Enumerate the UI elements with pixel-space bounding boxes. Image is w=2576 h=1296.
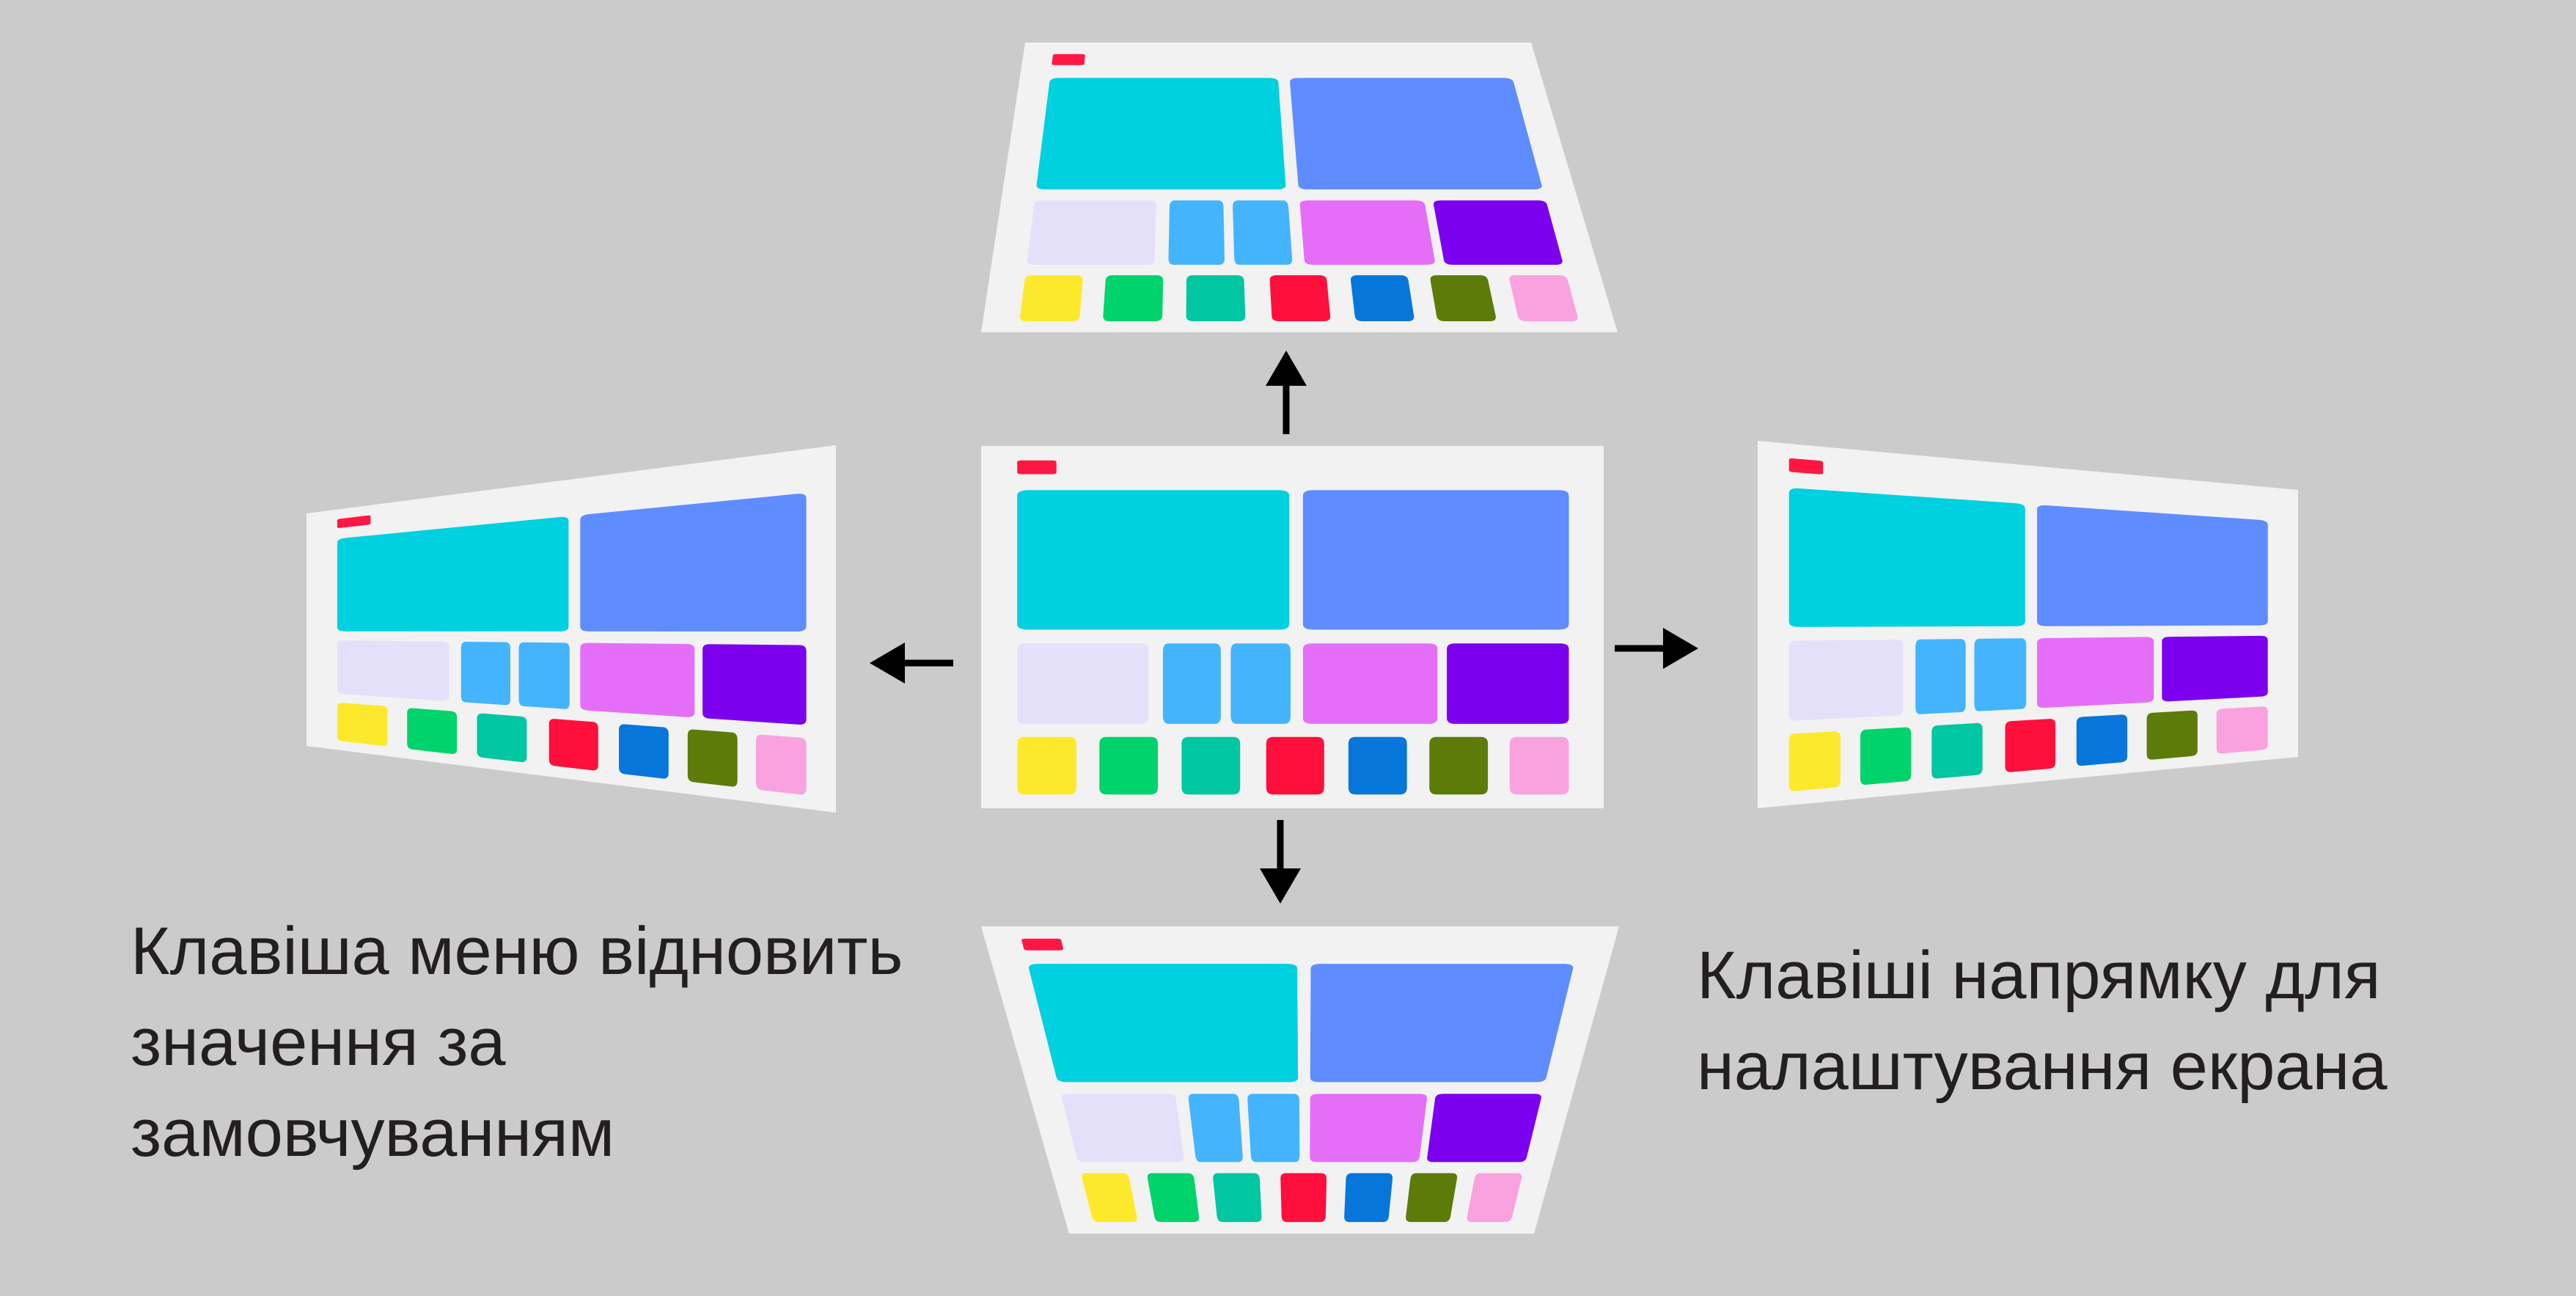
- screen-left-panel-cyan: [337, 516, 569, 631]
- screen-center: [981, 446, 1604, 808]
- screen-right-tile-sky-1: [1915, 639, 1966, 714]
- caption-right-line-2: налаштування екрана: [1697, 1029, 2388, 1104]
- screen-bottom-panel-periwinkle: [1310, 964, 1574, 1083]
- screen-bottom-tile-blue: [1344, 1173, 1393, 1223]
- screen-bottom-indicator: [1021, 938, 1064, 951]
- screen-top-tile-pink: [1509, 275, 1578, 321]
- screen-right-tile-yellow: [1788, 731, 1841, 791]
- screen-right-tile-green: [1860, 727, 1912, 785]
- screen-right-tile-pink: [2216, 706, 2268, 754]
- screen-top-tile-violet: [1433, 200, 1563, 265]
- screen-left-tile-sky-2: [518, 642, 570, 709]
- screen-center-tile-lavender: [1017, 643, 1149, 724]
- screen-center-tile-olive: [1429, 736, 1489, 795]
- caption-direction-keys-adjust: Клавіші напрямку для налаштування екрана: [1697, 930, 2388, 1112]
- arrows-layer: [870, 351, 1698, 904]
- screen-top-tile-olive: [1430, 275, 1496, 321]
- screen-top-tile-teal: [1186, 275, 1246, 321]
- screen-top-panel-cyan: [1036, 78, 1286, 190]
- arrow-down-icon-head: [1260, 868, 1301, 904]
- screen-right-tile-red: [2005, 719, 2056, 772]
- screen-left-tile-olive: [687, 729, 738, 787]
- screen-top-tile-orchid: [1299, 200, 1435, 265]
- screen-right-tile-olive: [2146, 710, 2198, 760]
- caption-right-line-1: Клавіші напрямку для: [1697, 938, 2381, 1013]
- screen-left-tile-teal: [477, 713, 527, 763]
- screen-center-panel-periwinkle: [1302, 490, 1569, 630]
- screen-center-tile-violet: [1447, 643, 1569, 724]
- screen-bottom-panel-cyan: [1028, 964, 1299, 1083]
- screen-bottom-tile-violet: [1427, 1094, 1541, 1163]
- screen-top-indicator: [1052, 54, 1085, 65]
- screen-left-tile-violet: [702, 644, 807, 725]
- screen-bottom-tile-orchid: [1310, 1094, 1428, 1163]
- screen-top-tile-lavender: [1027, 200, 1156, 265]
- screen-right-panel-periwinkle: [2037, 505, 2268, 626]
- screen-bottom-tile-yellow: [1082, 1173, 1137, 1223]
- screens-layer: [307, 43, 2298, 1234]
- screen-bottom: [981, 926, 1619, 1234]
- screen-right-tile-lavender: [1788, 640, 1904, 721]
- screen-top-tile-sky-1: [1168, 200, 1225, 265]
- screen-top-tile-red: [1269, 275, 1331, 321]
- screen-right: [1758, 441, 2298, 808]
- screen-left: [307, 445, 836, 813]
- screen-left-indicator: [337, 515, 371, 528]
- screen-center-tile-orchid: [1302, 643, 1438, 724]
- screen-left-tile-orchid: [580, 642, 695, 717]
- caption-left-line-1: Клавіша меню відновить: [131, 914, 903, 989]
- arrow-left-icon-head: [870, 642, 905, 684]
- arrow-right-icon-head: [1663, 628, 1698, 669]
- arrow-down-icon: [1260, 820, 1301, 904]
- screen-bottom-tile-red: [1280, 1173, 1327, 1223]
- screen-center-tile-pink: [1509, 736, 1569, 795]
- screen-right-tile-teal: [1931, 722, 1983, 779]
- screen-bottom-tile-pink: [1467, 1173, 1522, 1223]
- screen-bottom-tile-sky-1: [1188, 1094, 1243, 1163]
- screen-center-tile-blue: [1348, 736, 1407, 795]
- screen-bottom-tile-lavender: [1061, 1094, 1184, 1163]
- screen-center-tile-sky-1: [1162, 643, 1221, 724]
- caption-menu-key-reset: Клавіша меню відновить значення за замов…: [131, 906, 903, 1179]
- screen-left-tile-lavender: [337, 640, 449, 701]
- screen-bottom-tile-green: [1147, 1173, 1200, 1223]
- screen-center-indicator: [1017, 460, 1057, 475]
- screen-center-tile-red: [1266, 736, 1324, 795]
- arrow-right-icon: [1615, 628, 1698, 669]
- screen-bottom-tile-olive: [1406, 1173, 1458, 1223]
- screen-left-tile-green: [407, 708, 457, 755]
- screen-right-tile-orchid: [2037, 637, 2154, 709]
- screen-center-panel-cyan: [1017, 490, 1290, 630]
- caption-left-line-2: значення за: [131, 1005, 506, 1080]
- screen-left-tile-pink: [756, 734, 807, 795]
- screen-right-tile-violet: [2162, 635, 2268, 702]
- arrow-left-icon: [870, 642, 953, 684]
- screen-left-tile-sky-1: [460, 641, 510, 706]
- screen-top: [981, 43, 1618, 332]
- screen-top-tile-blue: [1351, 275, 1414, 321]
- screen-center-tile-green: [1099, 736, 1159, 795]
- screen-right-tile-sky-2: [1974, 638, 2027, 711]
- arrow-up-icon: [1266, 351, 1307, 434]
- caption-left-line-3: замовчуванням: [131, 1096, 615, 1171]
- screen-right-tile-blue: [2076, 714, 2128, 766]
- screen-top-tile-green: [1103, 275, 1164, 321]
- screen-bottom-tile-sky-2: [1247, 1094, 1300, 1163]
- screen-right-panel-cyan: [1788, 488, 2025, 627]
- screen-center-tile-teal: [1181, 736, 1241, 795]
- screen-center-tile-sky-2: [1230, 643, 1291, 724]
- screen-left-tile-red: [548, 719, 598, 771]
- screen-left-panel-periwinkle: [580, 494, 807, 631]
- screen-top-tile-yellow: [1020, 275, 1083, 321]
- screen-right-indicator: [1788, 458, 1824, 475]
- screen-left-tile-yellow: [337, 703, 388, 746]
- screen-left-tile-blue: [619, 724, 669, 779]
- screen-top-tile-sky-2: [1233, 200, 1293, 265]
- screen-bottom-tile-teal: [1213, 1173, 1262, 1223]
- screen-top-panel-periwinkle: [1290, 78, 1542, 190]
- arrow-up-icon-head: [1266, 351, 1307, 386]
- screen-center-tile-yellow: [1017, 736, 1076, 795]
